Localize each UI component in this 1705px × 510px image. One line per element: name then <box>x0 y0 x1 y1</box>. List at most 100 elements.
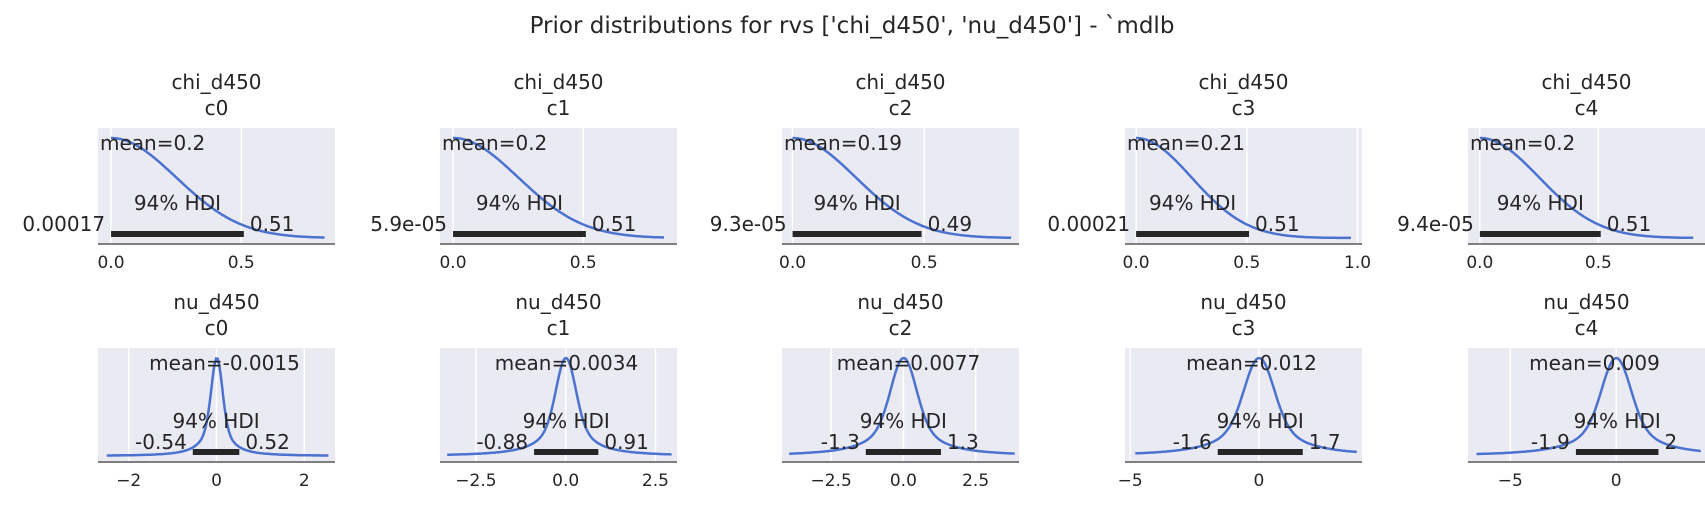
hdi-label: 94% HDI <box>860 409 947 433</box>
subplot-subtitle: c2 <box>889 96 913 120</box>
hdi-label: 94% HDI <box>1574 409 1661 433</box>
x-tick-label: 0 <box>1254 471 1265 491</box>
hdi-high-label: 0.51 <box>250 212 295 236</box>
subplot-title: chi_d450 <box>855 70 945 94</box>
subplot-title: chi_d450 <box>513 70 603 94</box>
x-tick-label: 2.5 <box>962 471 989 491</box>
x-tick-label: 0.0 <box>97 253 124 273</box>
hdi-low-label: -0.88 <box>476 430 528 454</box>
mean-label: mean=0.0077 <box>837 351 980 375</box>
hdi-low-label: 5.9e-05 <box>370 212 447 236</box>
x-tick-label: 0.0 <box>552 471 579 491</box>
hdi-label: 94% HDI <box>1497 191 1584 215</box>
x-tick-label: 0.0 <box>1123 253 1150 273</box>
hdi-high-label: 0.51 <box>1255 212 1300 236</box>
x-tick-label: 1.0 <box>1344 253 1371 273</box>
hdi-high-label: 2 <box>1664 430 1677 454</box>
density-curve <box>1479 136 1694 240</box>
subplot-subtitle: c0 <box>205 316 229 340</box>
plot-area <box>1125 348 1362 462</box>
figure-title: Prior distributions for rvs ['chi_d450',… <box>530 13 1175 39</box>
plot-area <box>1125 128 1362 244</box>
hdi-low-label: -1.6 <box>1173 430 1212 454</box>
subplot-title: nu_d450 <box>1200 290 1286 314</box>
density-curve <box>447 356 672 456</box>
x-tick-label: 0.0 <box>1466 253 1493 273</box>
density-curve <box>453 136 665 239</box>
x-tick-label: 0 <box>1611 471 1622 491</box>
density-curve <box>1135 356 1357 455</box>
subplot-subtitle: c2 <box>889 316 913 340</box>
x-tick-label: 2 <box>299 471 310 491</box>
hdi-low-label: 9.4e-05 <box>1397 212 1474 236</box>
hdi-high-label: 0.91 <box>604 430 649 454</box>
hdi-label: 94% HDI <box>523 409 610 433</box>
mean-label: mean=0.19 <box>784 131 902 155</box>
hdi-high-label: 0.49 <box>928 212 973 236</box>
hdi-low-label: -0.54 <box>135 430 187 454</box>
density-curve <box>789 356 1015 455</box>
density-curve <box>1476 356 1701 456</box>
subplot-subtitle: c3 <box>1232 316 1256 340</box>
x-tick-label: 0.5 <box>570 253 597 273</box>
density-curve <box>792 136 1012 239</box>
hdi-high-label: 1.7 <box>1309 430 1341 454</box>
subplot-title: nu_d450 <box>1543 290 1629 314</box>
subplot-subtitle: c4 <box>1575 96 1599 120</box>
hdi-low-label: 9.3e-05 <box>710 212 787 236</box>
hdi-label: 94% HDI <box>476 191 563 215</box>
mean-label: mean=-0.0015 <box>149 351 300 375</box>
hdi-label: 94% HDI <box>134 191 221 215</box>
subplot-title: nu_d450 <box>857 290 943 314</box>
x-tick-label: −5 <box>1118 471 1143 491</box>
x-tick-label: 0.5 <box>1585 253 1612 273</box>
x-tick-label: −2 <box>116 471 141 491</box>
subplot-subtitle: c3 <box>1232 96 1256 120</box>
hdi-low-label: 0.00017 <box>22 212 105 236</box>
hdi-high-label: 1.3 <box>947 430 979 454</box>
subplot-subtitle: c0 <box>205 96 229 120</box>
x-tick-label: 0.0 <box>439 253 466 273</box>
mean-label: mean=0.012 <box>1186 351 1317 375</box>
density-curve <box>106 357 329 457</box>
x-tick-label: 2.5 <box>642 471 669 491</box>
hdi-high-label: 0.51 <box>1607 212 1652 236</box>
mean-label: mean=0.2 <box>100 131 205 155</box>
x-tick-label: 0.5 <box>228 253 255 273</box>
mean-label: mean=0.0034 <box>495 351 638 375</box>
subplot-title: chi_d450 <box>171 70 261 94</box>
hdi-label: 94% HDI <box>1149 191 1236 215</box>
hdi-label: 94% HDI <box>1217 409 1304 433</box>
subplot-title: nu_d450 <box>515 290 601 314</box>
mean-label: mean=0.2 <box>1470 131 1575 155</box>
subplot-title: chi_d450 <box>1541 70 1631 94</box>
hdi-low-label: -1.3 <box>821 430 860 454</box>
x-tick-label: −5 <box>1498 471 1523 491</box>
hdi-high-label: 0.52 <box>245 430 290 454</box>
density-curve <box>111 136 325 239</box>
hdi-label: 94% HDI <box>172 409 259 433</box>
subplot-title: chi_d450 <box>1198 70 1288 94</box>
x-tick-label: −2.5 <box>455 471 496 491</box>
subplot-title: nu_d450 <box>173 290 259 314</box>
subplot-subtitle: c1 <box>547 96 571 120</box>
x-tick-label: 0.0 <box>779 253 806 273</box>
mean-label: mean=0.2 <box>442 131 547 155</box>
subplot-subtitle: c1 <box>547 316 571 340</box>
density-curve <box>1136 136 1351 240</box>
plot-area <box>440 348 677 462</box>
mean-label: mean=0.009 <box>1529 351 1660 375</box>
x-tick-label: 0.0 <box>890 471 917 491</box>
x-tick-label: 0 <box>211 471 222 491</box>
